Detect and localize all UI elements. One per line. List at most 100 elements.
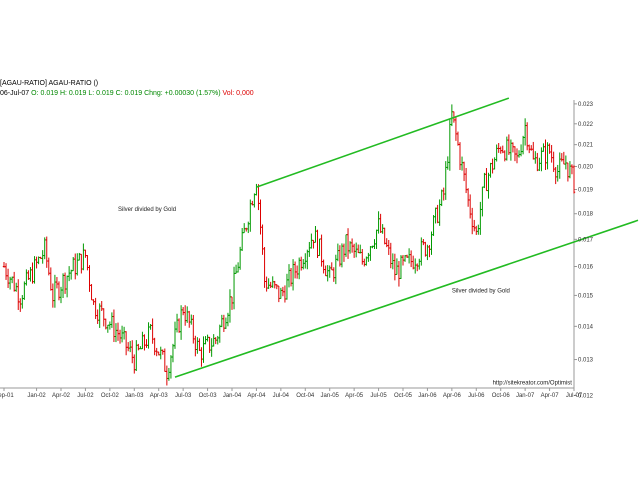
ohlc-bar <box>183 305 187 326</box>
ohlc-bar <box>202 336 205 363</box>
ohlc-bar <box>88 265 91 292</box>
ohlc-bar <box>179 305 183 340</box>
y-tick-label: 0.013 <box>578 358 594 364</box>
ohlc-bar <box>523 118 527 146</box>
y-tick-label: 0.015 <box>578 293 594 299</box>
ohlc-bar <box>147 322 150 349</box>
x-tick-label: Apr-07 <box>541 393 560 399</box>
ohlc-bar <box>293 261 297 279</box>
ohlc-bar <box>379 213 382 233</box>
ohlc-bar <box>338 245 342 267</box>
ohlc-bar <box>532 141 535 160</box>
ohlc-bar <box>308 241 311 257</box>
ohlc-bar <box>542 143 545 152</box>
ohlc-bar <box>389 242 392 269</box>
x-tick-label: Jul-02 <box>77 393 94 399</box>
ohlc-bar <box>53 274 57 308</box>
ohlc-bar <box>15 282 18 292</box>
ohlc-bar <box>141 331 144 350</box>
ohlc-bar <box>491 158 494 174</box>
readout-date: 06-Jul-07 <box>0 90 30 97</box>
ohlc-bar <box>17 279 20 310</box>
ohlc-bar <box>438 199 441 226</box>
trendlines <box>174 97 639 378</box>
ohlc-bar <box>344 234 348 257</box>
ohlc-bar <box>418 258 421 270</box>
ohlc-bar <box>436 204 439 224</box>
ohlc-bar <box>383 227 386 245</box>
ohlc-bar <box>165 365 169 386</box>
x-tick-label: Oct-04 <box>296 393 315 399</box>
ohlc-bar <box>47 257 50 276</box>
ohlc-bar <box>448 119 452 171</box>
ohlc-bar <box>200 347 203 367</box>
ohlc-bar <box>82 243 85 271</box>
lower-trendline-extension <box>573 219 639 243</box>
readout-low: L: 0.019 <box>88 90 114 97</box>
ohlc-bar <box>116 322 120 341</box>
ohlc-bar <box>357 244 360 254</box>
ohlc-bar <box>318 238 321 257</box>
ohlc-bar <box>381 224 384 234</box>
ohlc-bar <box>153 337 156 356</box>
ohlc-bar <box>550 145 553 163</box>
ohlc-bar <box>310 233 313 249</box>
ohlc-bar <box>291 259 295 291</box>
x-tick-label: Jan-05 <box>321 393 340 399</box>
ohlc-bar <box>245 227 248 232</box>
ohlc-bar <box>45 236 48 268</box>
ohlc-bar <box>177 318 181 333</box>
ohlc-bar <box>399 255 403 279</box>
ohlc-bar <box>481 186 484 217</box>
x-tick-label: Apr-04 <box>247 393 266 399</box>
x-tick-label: Oct-05 <box>394 393 413 399</box>
ohlc-bar <box>133 354 136 374</box>
x-tick-label: Jan-04 <box>223 393 242 399</box>
ohlc-bar <box>558 152 561 179</box>
ohlc-bar <box>375 229 378 249</box>
x-tick-label: Jul-06 <box>468 393 485 399</box>
ohlc-bar <box>228 289 232 323</box>
ohlc-bar <box>41 250 44 264</box>
ohlc-bar <box>169 355 173 379</box>
ohlc-bar <box>391 253 395 270</box>
x-tick-label: Oct-06 <box>492 393 511 399</box>
x-tick-label: Jul-05 <box>370 393 387 399</box>
ohlc-bar <box>499 146 502 154</box>
ohlc-bar <box>361 248 364 265</box>
ohlc-bar <box>468 194 472 219</box>
ohlc-bar <box>135 340 138 371</box>
ohlc-bar <box>456 131 460 146</box>
x-tick-label: Oct-03 <box>199 393 218 399</box>
ohlc-bar <box>471 207 474 235</box>
y-tick-label: 0.019 <box>578 187 594 193</box>
x-tick-label: Jul-03 <box>175 393 192 399</box>
y-tick-label: 0.018 <box>578 212 594 218</box>
ohlc-bar <box>450 104 454 127</box>
ohlc-bar <box>188 310 191 328</box>
ohlc-bar <box>100 301 103 312</box>
x-tick-label: Apr-02 <box>52 393 71 399</box>
x-tick-label: Oct-02 <box>101 393 120 399</box>
chart-annotation: Silver divided by Gold <box>452 288 510 294</box>
ohlc-bar <box>409 250 413 268</box>
ohlc-bar <box>446 156 449 170</box>
ohlc-bar <box>122 326 126 340</box>
y-tick-label: 0.014 <box>578 324 594 330</box>
x-tick-label: Sep-01 <box>0 393 14 399</box>
ohlc-bar <box>98 303 101 328</box>
ohlc-bar <box>287 264 291 288</box>
ohlc-bar <box>295 265 299 279</box>
ohlc-bar <box>369 246 372 261</box>
ohlc-bar <box>322 259 325 274</box>
ohlc-bar <box>393 253 397 281</box>
ohlc-bar <box>517 150 521 158</box>
ohlc-bar <box>137 343 140 351</box>
ohlc-bar <box>279 287 283 299</box>
ohlc-bar <box>495 144 498 162</box>
x-tick-label: Apr-03 <box>150 393 169 399</box>
ohlc-bar <box>204 336 207 345</box>
ohlc-bar <box>511 142 515 153</box>
ohlc-bar <box>12 271 16 292</box>
